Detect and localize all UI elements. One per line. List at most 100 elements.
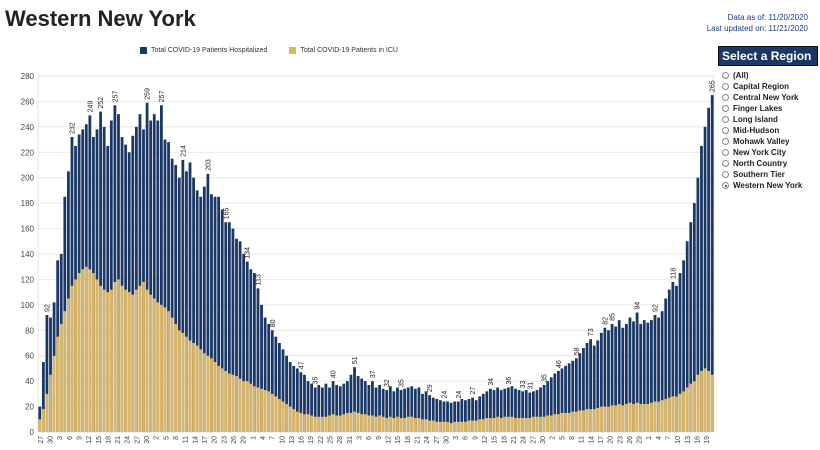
bar-icu[interactable] — [428, 420, 432, 432]
bar-hospitalized[interactable] — [607, 330, 610, 432]
bar-icu[interactable] — [603, 406, 607, 432]
bar-hospitalized[interactable] — [424, 391, 428, 432]
bar-hospitalized[interactable] — [621, 327, 625, 432]
bar-icu[interactable] — [685, 387, 689, 433]
bar-hospitalized[interactable] — [431, 397, 435, 432]
bar-icu[interactable] — [210, 358, 213, 432]
bar-icu[interactable] — [109, 289, 113, 432]
bar-hospitalized[interactable] — [489, 388, 492, 432]
bar-icu[interactable] — [306, 414, 310, 432]
bar-icu[interactable] — [460, 421, 464, 432]
bar-icu[interactable] — [546, 415, 550, 432]
bar-icu[interactable] — [213, 362, 217, 432]
bar-icu[interactable] — [313, 416, 317, 432]
bar-icu[interactable] — [610, 405, 614, 432]
bar-hospitalized[interactable] — [360, 378, 364, 432]
bar-icu[interactable] — [449, 423, 453, 432]
bar-icu[interactable] — [485, 418, 489, 432]
bar-icu[interactable] — [599, 406, 603, 432]
bar-icu[interactable] — [528, 418, 532, 432]
bar-hospitalized[interactable] — [435, 398, 439, 432]
bar-icu[interactable] — [564, 412, 567, 432]
bar-hospitalized[interactable] — [385, 390, 389, 432]
region-option[interactable]: Finger Lakes — [718, 103, 818, 114]
bar-hospitalized[interactable] — [535, 390, 539, 432]
bar-hospitalized[interactable] — [503, 388, 507, 432]
bar-icu[interactable] — [274, 396, 278, 432]
bar-hospitalized[interactable] — [181, 159, 185, 432]
bar-hospitalized[interactable] — [70, 137, 74, 432]
bar-icu[interactable] — [285, 404, 288, 432]
bar-icu[interactable] — [413, 418, 417, 432]
bar-icu[interactable] — [167, 311, 170, 432]
region-option[interactable]: Western New York — [718, 180, 818, 191]
bar-hospitalized[interactable] — [646, 322, 650, 432]
bar-icu[interactable] — [664, 398, 668, 432]
bar-hospitalized[interactable] — [492, 390, 496, 432]
bar-hospitalized[interactable] — [485, 391, 489, 432]
bar-icu[interactable] — [614, 405, 618, 432]
bar-hospitalized[interactable] — [456, 401, 460, 432]
radio-button[interactable] — [722, 160, 729, 167]
bar-hospitalized[interactable] — [478, 396, 482, 432]
bar-icu[interactable] — [63, 311, 67, 432]
bar-hospitalized[interactable] — [195, 190, 199, 432]
bar-icu[interactable] — [127, 292, 131, 432]
radio-button[interactable] — [722, 72, 729, 79]
bar-hospitalized[interactable] — [524, 390, 528, 432]
region-option[interactable]: Mohawk Valley — [718, 136, 818, 147]
bar-hospitalized[interactable] — [399, 390, 403, 432]
bar-icu[interactable] — [678, 393, 682, 432]
bar-hospitalized[interactable] — [41, 362, 45, 432]
bar-hospitalized[interactable] — [413, 388, 417, 432]
bar-icu[interactable] — [231, 374, 235, 432]
bar-hospitalized[interactable] — [285, 355, 288, 432]
bar-hospitalized[interactable] — [199, 196, 203, 432]
bar-hospitalized[interactable] — [163, 139, 167, 433]
bar-icu[interactable] — [356, 412, 360, 432]
bar-hospitalized[interactable] — [521, 391, 525, 432]
bar-icu[interactable] — [292, 409, 296, 432]
bar-icu[interactable] — [267, 391, 271, 432]
bar-icu[interactable] — [56, 336, 60, 432]
bar-hospitalized[interactable] — [689, 222, 693, 432]
bar-hospitalized[interactable] — [381, 388, 385, 432]
bar-icu[interactable] — [67, 298, 70, 433]
bar-icu[interactable] — [360, 414, 364, 432]
radio-button[interactable] — [722, 171, 729, 178]
bar-hospitalized[interactable] — [328, 387, 331, 433]
bar-hospitalized[interactable] — [592, 345, 596, 432]
bar-hospitalized[interactable] — [700, 145, 703, 432]
bar-hospitalized[interactable] — [335, 384, 339, 432]
bar-hospitalized[interactable] — [303, 374, 306, 432]
bar-hospitalized[interactable] — [202, 186, 206, 432]
bar-icu[interactable] — [635, 402, 639, 432]
bar-icu[interactable] — [517, 418, 521, 432]
bar-hospitalized[interactable] — [428, 395, 432, 432]
legend-item-hospitalized[interactable]: Total COVID-19 Patients Hospitalized — [140, 47, 267, 54]
bar-hospitalized[interactable] — [639, 323, 643, 432]
bar-icu[interactable] — [703, 368, 707, 432]
bar-icu[interactable] — [492, 418, 496, 432]
bar-icu[interactable] — [138, 285, 142, 432]
bar-icu[interactable] — [99, 285, 102, 432]
bar-icu[interactable] — [682, 391, 685, 432]
bar-icu[interactable] — [381, 416, 385, 432]
bar-icu[interactable] — [539, 416, 542, 432]
bar-icu[interactable] — [324, 416, 328, 432]
bar-hospitalized[interactable] — [167, 142, 170, 432]
bar-icu[interactable] — [396, 416, 399, 432]
bar-icu[interactable] — [45, 393, 49, 432]
bar-icu[interactable] — [542, 416, 546, 432]
bar-icu[interactable] — [510, 416, 514, 432]
bar-hospitalized[interactable] — [371, 381, 374, 432]
bar-icu[interactable] — [657, 401, 660, 432]
bar-hospitalized[interactable] — [632, 321, 635, 432]
bar-icu[interactable] — [70, 285, 74, 432]
bar-icu[interactable] — [642, 404, 646, 432]
region-option[interactable]: New York City — [718, 147, 818, 158]
bar-hospitalized[interactable] — [345, 381, 349, 432]
bar-icu[interactable] — [156, 302, 160, 432]
bar-hospitalized[interactable] — [664, 298, 668, 433]
bar-hospitalized[interactable] — [313, 387, 317, 433]
